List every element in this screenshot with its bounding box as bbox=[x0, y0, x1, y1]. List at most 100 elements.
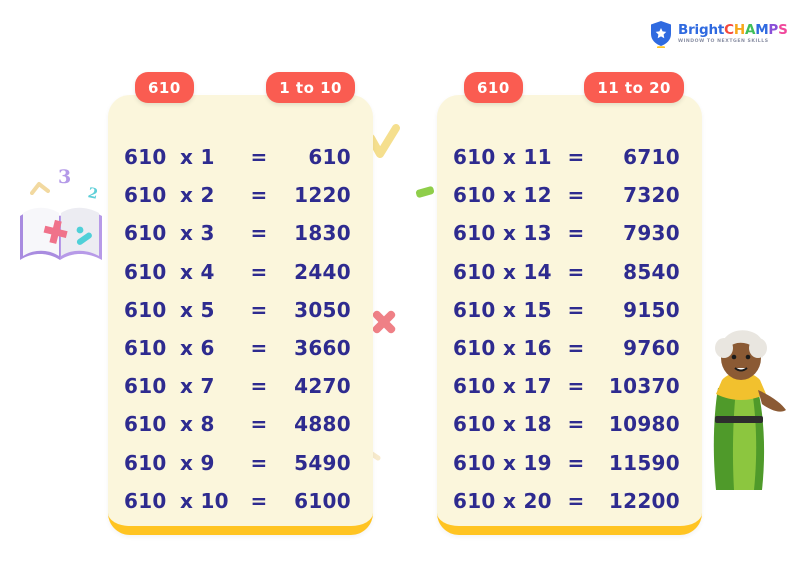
equals-sign: = bbox=[250, 488, 268, 513]
table-row: 610 x 2 = 1220 bbox=[108, 183, 373, 207]
multiplicand: 610 bbox=[453, 297, 496, 322]
multiplicand: 610 bbox=[453, 450, 496, 475]
caret-mark-icon bbox=[30, 180, 50, 195]
equals-sign: = bbox=[250, 374, 268, 399]
multiplier: x 9 bbox=[180, 450, 215, 475]
equals-sign: = bbox=[250, 297, 268, 322]
product: 6100 bbox=[294, 488, 351, 513]
brand-logo: BrightCHAMPS WINDOW TO NEXTGEN SKILLS bbox=[650, 20, 788, 48]
multiplicand: 610 bbox=[124, 488, 167, 513]
multiplicand: 610 bbox=[124, 336, 167, 361]
table-row: 610 x 12 = 7320 bbox=[437, 183, 702, 207]
table-row: 610 x 19 = 11590 bbox=[437, 451, 702, 475]
equals-sign: = bbox=[250, 221, 268, 246]
product: 4880 bbox=[294, 412, 351, 437]
multiplier: x 10 bbox=[180, 488, 229, 513]
table-row: 610 x 16 = 9760 bbox=[437, 336, 702, 360]
multiplicand: 610 bbox=[124, 450, 167, 475]
multiplier: x 5 bbox=[180, 297, 215, 322]
table-row: 610 x 18 = 10980 bbox=[437, 412, 702, 436]
equals-sign: = bbox=[250, 259, 268, 284]
shield-star-icon bbox=[650, 20, 672, 48]
equals-sign: = bbox=[567, 145, 585, 170]
multiplicand: 610 bbox=[453, 374, 496, 399]
logo-wordmark: BrightCHAMPS bbox=[678, 21, 788, 38]
multiplier: x 13 bbox=[503, 221, 552, 246]
multiplier: x 18 bbox=[503, 412, 552, 437]
multiplicand: 610 bbox=[124, 221, 167, 246]
open-book-icon bbox=[14, 168, 110, 268]
table-row: 610 x 3 = 1830 bbox=[108, 221, 373, 245]
multiplicand: 610 bbox=[124, 412, 167, 437]
product: 8540 bbox=[623, 259, 680, 284]
multiplier: x 2 bbox=[180, 183, 215, 208]
multiplicand: 610 bbox=[453, 183, 496, 208]
multiplier: x 3 bbox=[180, 221, 215, 246]
equals-sign: = bbox=[567, 336, 585, 361]
equals-sign: = bbox=[567, 221, 585, 246]
multiplication-card-11-to-20: 610 11 to 20 610 x 11 = 6710 610 x 12 = 7320 6… bbox=[437, 72, 702, 535]
teacher-character-illustration bbox=[700, 318, 798, 498]
logo-bright: Bright bbox=[678, 21, 725, 38]
product: 4270 bbox=[294, 374, 351, 399]
product: 7930 bbox=[623, 221, 680, 246]
multiplier: x 15 bbox=[503, 297, 552, 322]
equals-sign: = bbox=[567, 259, 585, 284]
multiplier: x 14 bbox=[503, 259, 552, 284]
product: 6710 bbox=[623, 145, 680, 170]
multiplier: x 1 bbox=[180, 145, 215, 170]
table-row: 610 x 14 = 8540 bbox=[437, 260, 702, 284]
product: 5490 bbox=[294, 450, 351, 475]
table-row: 610 x 11 = 6710 bbox=[437, 145, 702, 169]
table-row: 610 x 8 = 4880 bbox=[108, 412, 373, 436]
table-row: 610 x 20 = 12200 bbox=[437, 489, 702, 513]
equals-sign: = bbox=[567, 412, 585, 437]
multiplicand: 610 bbox=[453, 336, 496, 361]
multiplication-rows: 610 x 1 = 610 610 x 2 = 1220 610 x 3 = 1830 610 x … bbox=[108, 138, 373, 520]
product: 1830 bbox=[294, 221, 351, 246]
multiplicand: 610 bbox=[124, 297, 167, 322]
equals-sign: = bbox=[567, 450, 585, 475]
multiplier: x 19 bbox=[503, 450, 552, 475]
multiplicand: 610 bbox=[124, 145, 167, 170]
equals-sign: = bbox=[567, 374, 585, 399]
multiplicand: 610 bbox=[453, 221, 496, 246]
equals-sign: = bbox=[250, 183, 268, 208]
product: 610 bbox=[308, 145, 351, 170]
product: 1220 bbox=[294, 183, 351, 208]
product: 3050 bbox=[294, 297, 351, 322]
multiplicand: 610 bbox=[124, 259, 167, 284]
multiplier: x 4 bbox=[180, 259, 215, 284]
equals-sign: = bbox=[250, 336, 268, 361]
logo-text: BrightCHAMPS WINDOW TO NEXTGEN SKILLS bbox=[678, 21, 788, 45]
multiplier: x 12 bbox=[503, 183, 552, 208]
equals-sign: = bbox=[250, 450, 268, 475]
equals-sign: = bbox=[567, 488, 585, 513]
product: 10370 bbox=[608, 374, 680, 399]
table-row: 610 x 10 = 6100 bbox=[108, 489, 373, 513]
product: 10980 bbox=[608, 412, 680, 437]
multiplier: x 8 bbox=[180, 412, 215, 437]
multiplier: x 6 bbox=[180, 336, 215, 361]
table-row: 610 x 15 = 9150 bbox=[437, 298, 702, 322]
card-range-badge: 1 to 10 bbox=[266, 72, 355, 103]
equals-sign: = bbox=[250, 145, 268, 170]
multiplier: x 11 bbox=[503, 145, 552, 170]
multiplier: x 16 bbox=[503, 336, 552, 361]
equals-sign: = bbox=[250, 412, 268, 437]
card-range-badge: 11 to 20 bbox=[584, 72, 684, 103]
floating-number-three: 3 bbox=[58, 166, 72, 188]
equals-sign: = bbox=[567, 183, 585, 208]
table-row: 610 x 17 = 10370 bbox=[437, 374, 702, 398]
table-row: 610 x 5 = 3050 bbox=[108, 298, 373, 322]
product: 9150 bbox=[623, 297, 680, 322]
table-row: 610 x 13 = 7930 bbox=[437, 221, 702, 245]
table-row: 610 x 9 = 5490 bbox=[108, 451, 373, 475]
product: 2440 bbox=[294, 259, 351, 284]
product: 12200 bbox=[608, 488, 680, 513]
multiplicand: 610 bbox=[453, 259, 496, 284]
card-number-badge: 610 bbox=[464, 72, 523, 103]
floating-number-two: 2 bbox=[86, 185, 100, 203]
table-row: 610 x 1 = 610 bbox=[108, 145, 373, 169]
multiplier: x 20 bbox=[503, 488, 552, 513]
